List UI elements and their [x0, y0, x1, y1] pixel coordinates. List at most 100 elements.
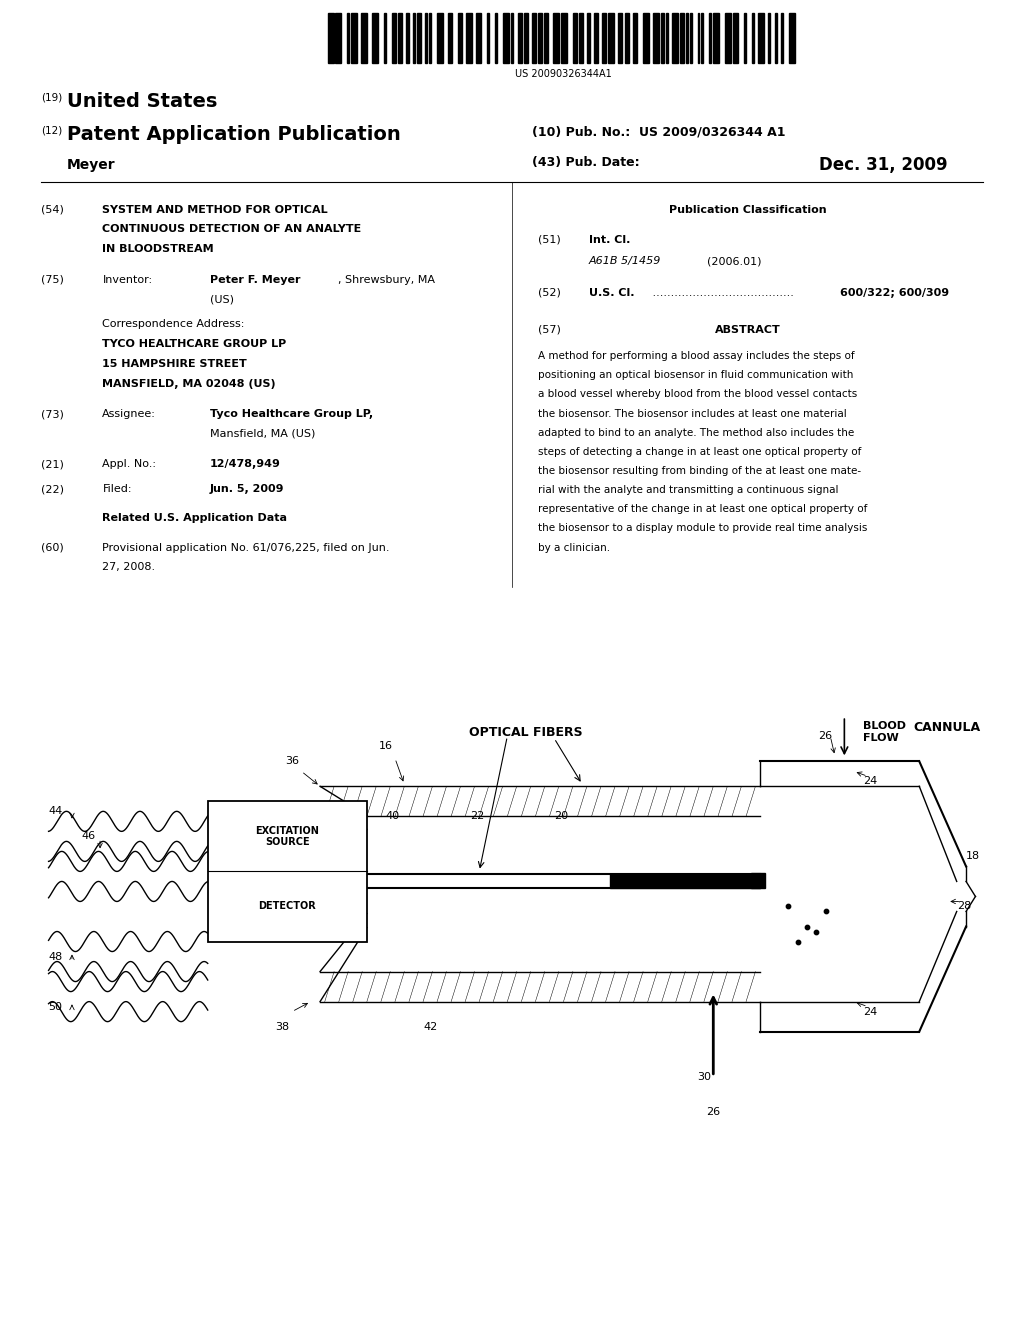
- Text: 26: 26: [818, 731, 833, 742]
- Bar: [328, 13, 334, 63]
- Text: 22: 22: [470, 812, 484, 821]
- Text: United States: United States: [67, 92, 217, 111]
- Bar: [458, 13, 462, 63]
- Bar: [487, 13, 489, 63]
- Text: Jun. 5, 2009: Jun. 5, 2009: [210, 484, 285, 495]
- Text: Publication Classification: Publication Classification: [669, 205, 826, 215]
- Text: Appl. No.:: Appl. No.:: [102, 459, 157, 470]
- Text: 27, 2008.: 27, 2008.: [102, 562, 156, 573]
- Text: (12): (12): [41, 125, 62, 136]
- Bar: [752, 13, 754, 63]
- Text: Dec. 31, 2009: Dec. 31, 2009: [819, 156, 948, 174]
- Bar: [617, 13, 622, 63]
- Text: (75): (75): [41, 275, 63, 285]
- Bar: [518, 13, 522, 63]
- Bar: [579, 13, 583, 63]
- Point: [780, 896, 797, 917]
- Text: (US): (US): [210, 294, 233, 305]
- Text: BLOOD
FLOW: BLOOD FLOW: [863, 721, 906, 743]
- Text: TYCO HEALTHCARE GROUP LP: TYCO HEALTHCARE GROUP LP: [102, 339, 287, 350]
- Text: Peter F. Meyer: Peter F. Meyer: [210, 275, 300, 285]
- Bar: [667, 13, 669, 63]
- Text: (21): (21): [41, 459, 63, 470]
- Text: 48: 48: [48, 952, 62, 961]
- Point: [808, 921, 824, 942]
- Text: 12/478,949: 12/478,949: [210, 459, 281, 470]
- Bar: [436, 13, 442, 63]
- Text: 36: 36: [285, 756, 299, 767]
- Bar: [672, 13, 678, 63]
- Text: DETECTOR: DETECTOR: [258, 902, 316, 912]
- Text: 50: 50: [48, 1002, 62, 1011]
- Text: (73): (73): [41, 409, 63, 420]
- Bar: [417, 13, 421, 63]
- Bar: [608, 13, 613, 63]
- Text: (2006.01): (2006.01): [707, 256, 761, 267]
- Bar: [466, 13, 472, 63]
- Bar: [690, 13, 691, 63]
- Bar: [732, 13, 738, 63]
- Bar: [594, 13, 598, 63]
- Text: adapted to bind to an analyte. The method also includes the: adapted to bind to an analyte. The metho…: [538, 428, 854, 438]
- Text: (54): (54): [41, 205, 63, 215]
- Text: by a clinician.: by a clinician.: [538, 543, 609, 553]
- Text: IN BLOODSTREAM: IN BLOODSTREAM: [102, 244, 214, 255]
- Bar: [686, 13, 688, 63]
- Bar: [425, 13, 427, 63]
- Text: 20: 20: [554, 812, 568, 821]
- Bar: [414, 13, 416, 63]
- Text: Related U.S. Application Data: Related U.S. Application Data: [102, 513, 288, 524]
- Bar: [643, 13, 649, 63]
- Bar: [602, 13, 606, 63]
- Bar: [573, 13, 577, 63]
- Bar: [553, 13, 559, 63]
- Text: Filed:: Filed:: [102, 484, 132, 495]
- Bar: [626, 13, 630, 63]
- Text: U.S. Cl.: U.S. Cl.: [589, 288, 634, 298]
- Bar: [587, 13, 591, 63]
- Text: 18: 18: [966, 851, 980, 862]
- Text: 30: 30: [697, 1072, 711, 1081]
- Bar: [788, 13, 795, 63]
- Bar: [781, 13, 783, 63]
- Text: rial with the analyte and transmitting a continuous signal: rial with the analyte and transmitting a…: [538, 486, 838, 495]
- Bar: [429, 13, 431, 63]
- Text: 40: 40: [386, 812, 399, 821]
- Text: (57): (57): [538, 325, 560, 335]
- Text: Assignee:: Assignee:: [102, 409, 157, 420]
- Text: the biosensor. The biosensor includes at least one material: the biosensor. The biosensor includes at…: [538, 409, 847, 418]
- Text: MANSFIELD, MA 02048 (US): MANSFIELD, MA 02048 (US): [102, 379, 276, 389]
- Bar: [544, 13, 548, 63]
- Text: 16: 16: [379, 742, 392, 751]
- Bar: [713, 13, 719, 63]
- Text: Tyco Healthcare Group LP,: Tyco Healthcare Group LP,: [210, 409, 373, 420]
- Bar: [524, 13, 528, 63]
- Bar: [449, 13, 453, 63]
- Bar: [701, 13, 703, 63]
- Text: 26: 26: [707, 1106, 720, 1117]
- Text: EXCITATION
SOURCE: EXCITATION SOURCE: [255, 825, 319, 847]
- Bar: [475, 13, 481, 63]
- Text: (52): (52): [538, 288, 560, 298]
- Bar: [360, 13, 367, 63]
- Text: Mansfield, MA (US): Mansfield, MA (US): [210, 429, 315, 440]
- Bar: [384, 13, 386, 63]
- Bar: [768, 13, 769, 63]
- Text: (10) Pub. No.:  US 2009/0326344 A1: (10) Pub. No.: US 2009/0326344 A1: [532, 125, 786, 139]
- Text: 44: 44: [48, 807, 62, 816]
- Bar: [397, 13, 401, 63]
- Text: representative of the change in at least one optical property of: representative of the change in at least…: [538, 504, 867, 515]
- Bar: [744, 13, 746, 63]
- Text: SYSTEM AND METHOD FOR OPTICAL: SYSTEM AND METHOD FOR OPTICAL: [102, 205, 328, 215]
- Point: [817, 902, 834, 923]
- Text: steps of detecting a change in at least one optical property of: steps of detecting a change in at least …: [538, 446, 861, 457]
- Bar: [633, 13, 637, 63]
- Text: (60): (60): [41, 543, 63, 553]
- Text: Patent Application Publication: Patent Application Publication: [67, 125, 400, 144]
- Text: Meyer: Meyer: [67, 158, 115, 173]
- Text: 46: 46: [81, 832, 95, 841]
- Text: the biosensor resulting from binding of the at least one mate-: the biosensor resulting from binding of …: [538, 466, 861, 477]
- Bar: [406, 13, 410, 63]
- Bar: [660, 13, 665, 63]
- Bar: [538, 13, 542, 63]
